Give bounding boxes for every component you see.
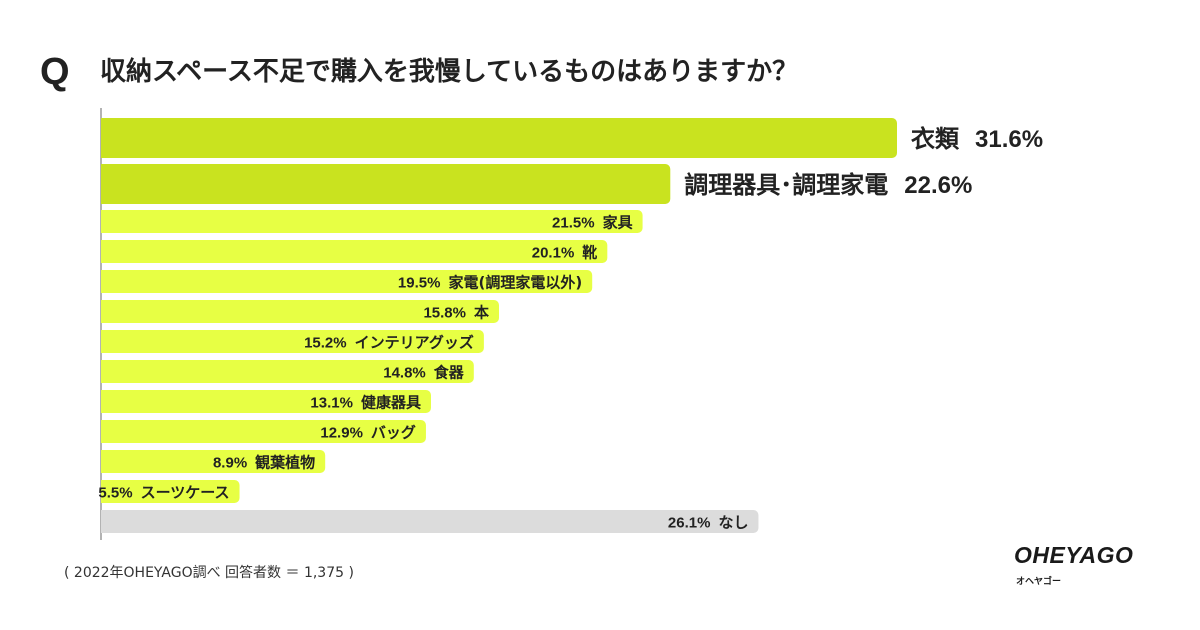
logo-wordmark: OHEYAGO bbox=[1014, 542, 1134, 568]
bar-value-label: 19.5% bbox=[398, 275, 441, 292]
bar-category-label: 本 bbox=[474, 304, 489, 322]
bar bbox=[101, 240, 608, 263]
bar-value-label: 8.9% bbox=[213, 455, 247, 472]
bar-left-edge bbox=[101, 390, 107, 413]
bar bbox=[101, 360, 474, 383]
bar-category-label: バッグ bbox=[371, 424, 416, 442]
bar bbox=[101, 480, 240, 503]
bar-left-edge bbox=[101, 330, 107, 353]
bar-category-label: 健康器具 bbox=[361, 394, 421, 412]
bar-value-label: 21.5% bbox=[552, 215, 595, 232]
bar-category-label: 調理器具･調理家電 bbox=[684, 171, 888, 199]
bar-category-label: なし bbox=[718, 514, 748, 532]
bar-left-edge bbox=[101, 420, 107, 443]
bar-value-label: 14.8% bbox=[383, 365, 426, 382]
bar bbox=[101, 300, 499, 323]
bar bbox=[101, 330, 484, 353]
bar-left-edge bbox=[101, 118, 107, 158]
bar-category-label: 靴 bbox=[582, 244, 597, 262]
bar-left-edge bbox=[101, 510, 107, 533]
logo-katakana: オヘヤゴー bbox=[1016, 577, 1062, 587]
bar-left-edge bbox=[101, 360, 107, 383]
bar bbox=[101, 270, 593, 293]
oheyago-logo: OHEYAGO オヘヤゴー bbox=[1014, 542, 1154, 594]
bar-category-label: 観葉植物 bbox=[255, 454, 315, 472]
bar bbox=[101, 390, 431, 413]
bar-category-label: 家電(調理家電以外) bbox=[448, 274, 582, 292]
bar-value-label: 15.2% bbox=[304, 335, 347, 352]
bar-category-label: インテリアグッズ bbox=[355, 334, 474, 352]
bar-value-label: 31.6% bbox=[975, 126, 1043, 153]
bar-value-label: 15.8% bbox=[423, 305, 466, 322]
bar-left-edge bbox=[101, 164, 107, 204]
bar-value-label: 20.1% bbox=[532, 245, 575, 262]
question-title: 収納スペース不足で購入を我慢しているものはありますか？ bbox=[100, 57, 799, 87]
bar-left-edge bbox=[101, 240, 107, 263]
bar-category-label: スーツケース bbox=[141, 484, 230, 502]
bar-left-edge bbox=[101, 480, 107, 503]
bar-left-edge bbox=[101, 210, 107, 233]
bar-category-label: 食器 bbox=[434, 364, 465, 382]
bar-category-label: 家具 bbox=[603, 214, 633, 232]
survey-note: ( 2022年OHEYAGO調べ 回答者数 ＝ 1,375 ) bbox=[64, 565, 354, 581]
bar-left-edge bbox=[101, 450, 107, 473]
bar bbox=[101, 210, 643, 233]
bar-value-label: 13.1% bbox=[310, 395, 353, 412]
bar-value-label: 26.1% bbox=[668, 515, 711, 532]
bar bbox=[101, 118, 897, 158]
bar bbox=[101, 510, 759, 533]
bar-category-label: 衣類 bbox=[911, 125, 960, 153]
bar-value-label: 12.9% bbox=[320, 425, 363, 442]
bar bbox=[101, 420, 426, 443]
bar bbox=[101, 450, 326, 473]
bar-left-edge bbox=[101, 300, 107, 323]
bar-left-edge bbox=[101, 270, 107, 293]
bar-chart: 衣類 31.6% 調理器具･調理家電 22.6% 家具 21.5% 靴 20.1% 家電(調理家… bbox=[98, 108, 1043, 540]
bar-value-label: 5.5% bbox=[98, 485, 132, 502]
bar bbox=[101, 164, 671, 204]
bar-value-label: 22.6% bbox=[904, 172, 972, 199]
question-mark-label: Q bbox=[40, 51, 70, 93]
